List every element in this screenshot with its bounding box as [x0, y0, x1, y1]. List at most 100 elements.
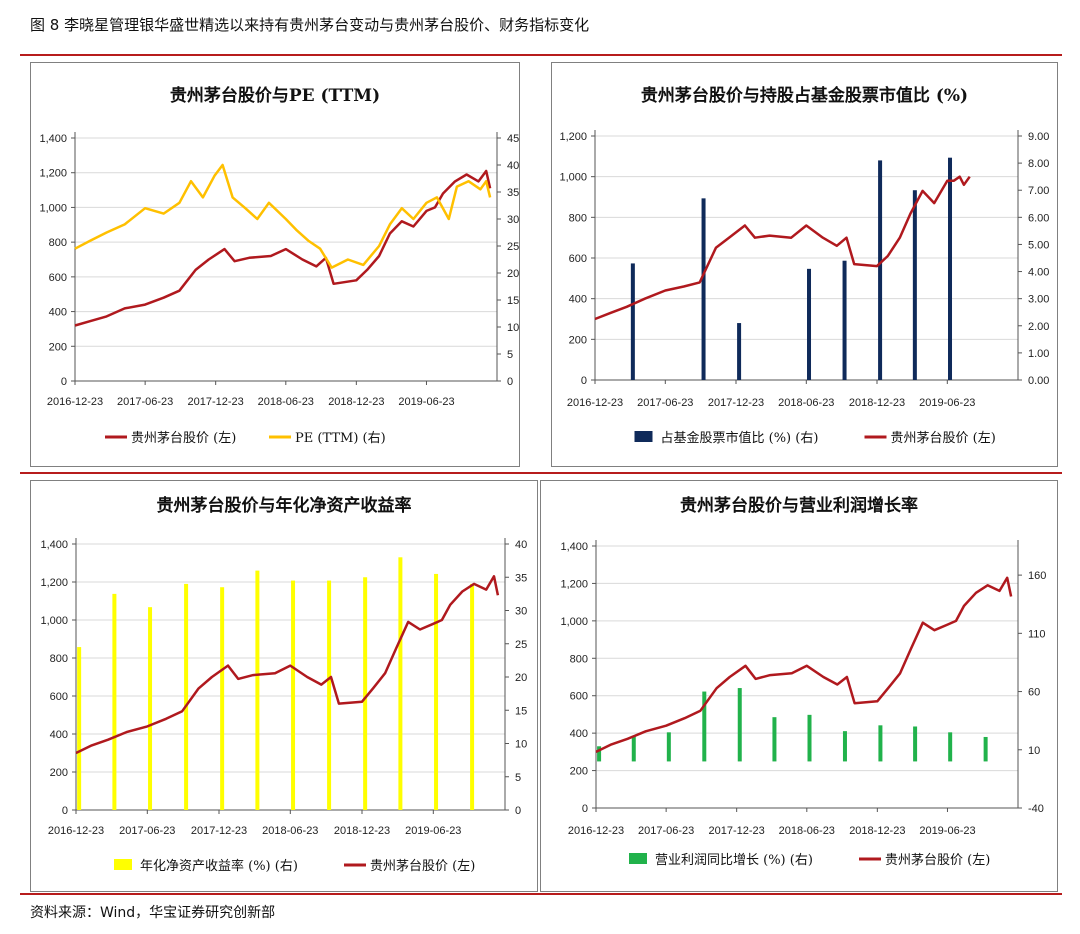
x-tick-label: 2016-12-23: [568, 825, 624, 837]
series-line: [74, 163, 492, 269]
right-tick-label: 0: [515, 805, 521, 817]
x-tick-label: 2019-06-23: [919, 825, 975, 837]
right-tick-label: 0.00: [1028, 375, 1049, 387]
right-tick-label: 45: [507, 133, 519, 145]
bar: [630, 263, 635, 380]
bar: [807, 268, 812, 380]
left-tick-label: 800: [49, 237, 67, 249]
left-tick-label: 600: [570, 691, 588, 703]
x-tick-label: 2016-12-23: [48, 825, 104, 837]
right-tick-label: 7.00: [1028, 185, 1049, 197]
right-tick-label: 30: [507, 214, 519, 226]
bar: [913, 726, 918, 762]
bar: [220, 587, 225, 810]
bar: [255, 570, 260, 810]
bar: [948, 157, 953, 380]
right-tick-label: 2.00: [1028, 321, 1049, 333]
bar: [666, 732, 671, 762]
right-tick-label: 5: [515, 772, 521, 784]
bar: [772, 717, 777, 762]
bar: [363, 577, 368, 810]
x-tick-label: 2019-06-23: [405, 825, 461, 837]
x-tick-label: 2016-12-23: [567, 397, 623, 409]
right-tick-label: 30: [515, 606, 527, 618]
bar: [631, 735, 636, 762]
bar: [842, 260, 847, 380]
x-tick-label: 2017-06-23: [637, 397, 693, 409]
x-tick-label: 2018-12-23: [849, 825, 905, 837]
right-tick-label: 40: [515, 539, 527, 551]
right-tick-label: 40: [507, 160, 519, 172]
left-tick-label: 400: [569, 294, 587, 306]
bar: [983, 736, 988, 762]
left-tick-label: 1,200: [560, 578, 588, 590]
right-tick-label: 4.00: [1028, 267, 1049, 279]
x-tick-label: 2017-12-23: [188, 396, 244, 408]
left-tick-label: 200: [49, 341, 67, 353]
bar: [398, 557, 403, 810]
right-tick-label: 3.00: [1028, 294, 1049, 306]
x-tick-label: 2017-06-23: [117, 396, 173, 408]
right-tick-label: 35: [515, 572, 527, 584]
left-tick-label: 400: [570, 728, 588, 740]
right-tick-label: 1.00: [1028, 348, 1049, 360]
right-tick-label: 60: [1028, 687, 1040, 699]
bar: [702, 691, 707, 762]
left-tick-label: 600: [569, 253, 587, 265]
series-line: [75, 575, 500, 755]
left-tick-label: 400: [49, 307, 67, 319]
left-tick-label: 800: [50, 653, 68, 665]
right-tick-label: 35: [507, 187, 519, 199]
chart-title: 贵州茅台股价与营业利润增长率: [680, 495, 918, 516]
chart-panel-roe: 贵州茅台股价与年化净资产收益率 0 200 400 600 800 1,000 1,200 1,…: [30, 480, 538, 892]
chart-svg: 贵州茅台股价与年化净资产收益率02004006008001,0001,2001,…: [40, 495, 527, 874]
x-tick-label: 2016-12-23: [47, 396, 103, 408]
bar: [291, 580, 296, 810]
series-line: [595, 576, 1013, 754]
bar: [878, 725, 883, 762]
legend: 营业利润同比增长 (%) (右) 贵州茅台股价 (左): [629, 853, 990, 868]
left-tick-label: 1,000: [559, 172, 587, 184]
legend-swatch: [634, 431, 653, 442]
left-tick-label: 1,200: [39, 168, 67, 180]
x-tick-label: 2017-12-23: [191, 825, 247, 837]
right-tick-label: 25: [515, 639, 527, 651]
bar: [77, 647, 82, 810]
bar: [737, 688, 742, 762]
right-tick-label: 10: [1028, 745, 1040, 757]
left-tick-label: 600: [49, 272, 67, 284]
series-line: [594, 175, 971, 321]
left-tick-label: 600: [50, 691, 68, 703]
left-tick-label: 800: [570, 653, 588, 665]
x-tick-label: 2018-12-23: [328, 396, 384, 408]
bar: [148, 607, 153, 810]
chart-panel-pe: 贵州茅台股价与PE (TTM) 0 200 400 600 800 1,000 1,200 1,…: [30, 62, 520, 467]
chart-title: 贵州茅台股价与PE (TTM): [170, 85, 380, 106]
legend: 贵州茅台股价 (左) PE (TTM) (右): [105, 431, 386, 446]
bar: [948, 732, 953, 762]
x-tick-label: 2019-06-23: [398, 396, 454, 408]
x-tick-label: 2017-12-23: [708, 397, 764, 409]
bar: [912, 190, 917, 380]
left-tick-label: 200: [50, 767, 68, 779]
bottom-rule: [20, 893, 1062, 895]
left-tick-label: 1,000: [39, 202, 67, 214]
bar: [434, 573, 439, 810]
left-tick-label: 1,200: [40, 577, 68, 589]
right-tick-label: 8.00: [1028, 158, 1049, 170]
right-tick-label: 15: [507, 295, 519, 307]
left-tick-label: 0: [581, 375, 587, 387]
figure-title: 图 8 李晓星管理银华盛世精选以来持有贵州茅台变动与贵州茅台股价、财务指标变化: [30, 16, 590, 34]
legend-label: 年化净资产收益率 (%) (右): [140, 858, 298, 874]
legend-swatch: [114, 859, 132, 870]
x-tick-label: 2018-12-23: [849, 397, 905, 409]
right-tick-label: 25: [507, 241, 519, 253]
left-tick-label: 200: [570, 766, 588, 778]
legend-label: PE (TTM) (右): [295, 431, 386, 446]
legend-swatch: [629, 853, 647, 864]
top-rule: [20, 54, 1062, 56]
chart-title: 贵州茅台股价与年化净资产收益率: [157, 495, 412, 516]
left-tick-label: 400: [50, 729, 68, 741]
bar: [470, 583, 475, 810]
bar: [737, 323, 742, 380]
